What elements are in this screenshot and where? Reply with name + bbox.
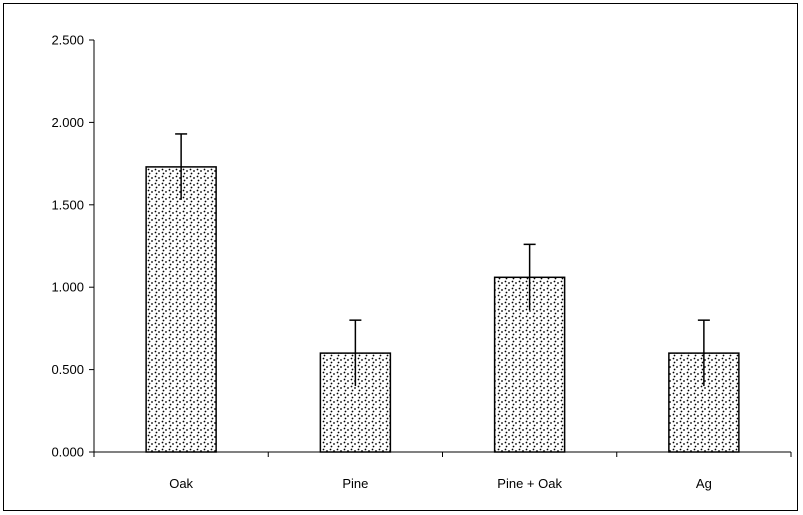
x-tick-label: Pine + Oak [497, 476, 562, 491]
y-tick-label: 1.000 [51, 280, 84, 295]
bar-pine [319, 352, 392, 453]
y-tick-label: 2.000 [51, 115, 84, 130]
y-tick-label: 0.500 [51, 362, 84, 377]
bars [145, 166, 740, 453]
y-tick-label: 2.500 [51, 33, 84, 48]
y-tick-label: 0.000 [51, 445, 84, 460]
chart-frame [3, 3, 798, 511]
x-tick-label: Oak [169, 476, 193, 491]
bar-oak [145, 166, 217, 453]
x-tick-label: Ag [696, 476, 712, 491]
error-bars [175, 133, 710, 387]
tick-labels: 0.000 0.500 1.000 1.500 2.000 2.500 Oak Pine Pin… [51, 33, 711, 492]
y-tick-label: 1.500 [51, 197, 84, 212]
x-tick-label: Pine [342, 476, 368, 491]
